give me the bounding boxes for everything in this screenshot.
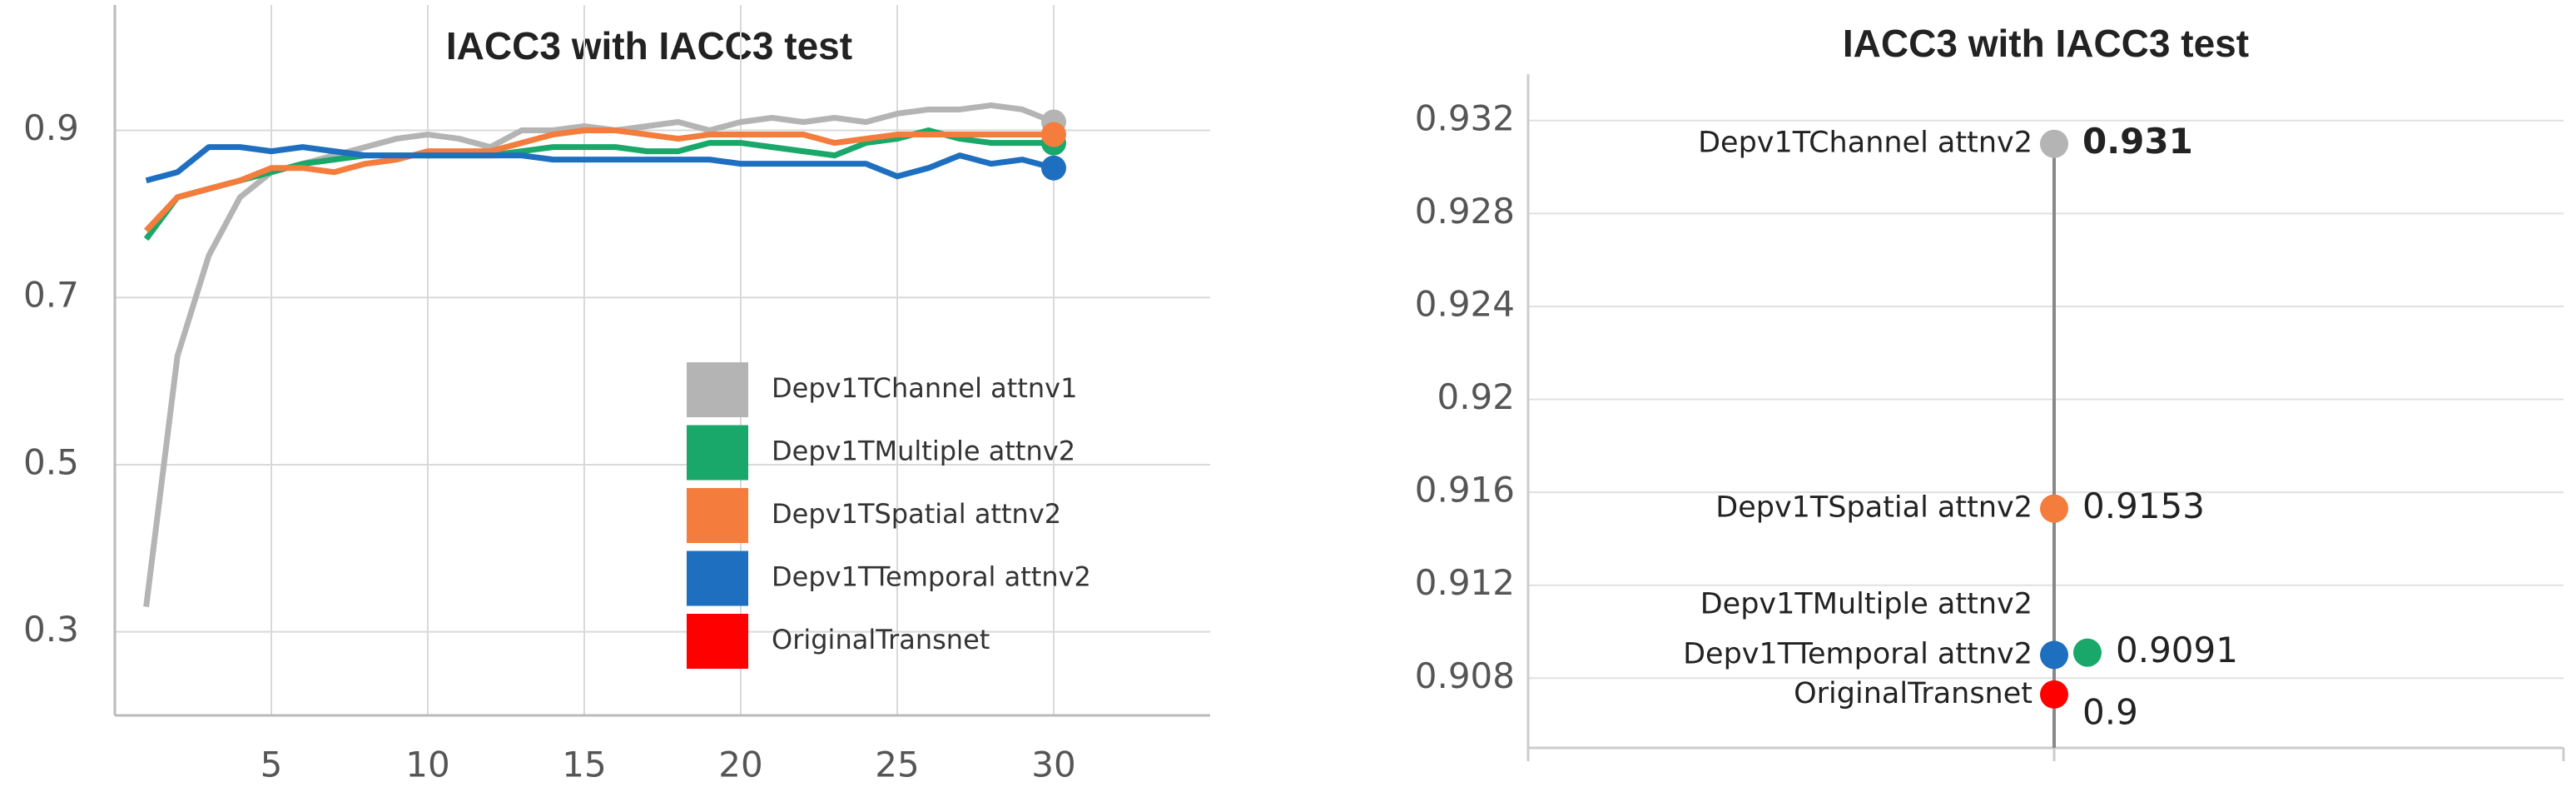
y-tick-label: 0.908 (1415, 655, 1515, 696)
series-line (143, 102, 1055, 607)
legend-label: Depv1TMultiple attnv2 (772, 436, 1075, 467)
x-tick-label: 20 (718, 745, 762, 785)
legend-swatch (687, 362, 748, 417)
series-line (143, 127, 1054, 242)
dot-chart: IACC3 with IACC3 test 0.908 0.912 0.916 0.92… (1415, 22, 2565, 761)
value-label: 0.9 (2082, 691, 2138, 732)
y-tick-label: 0.916 (1415, 470, 1515, 511)
legend-swatch (687, 614, 748, 669)
value-label: 0.9153 (2082, 486, 2205, 526)
legend-swatch (687, 488, 748, 543)
y-tick-label: 0.932 (1415, 97, 1515, 138)
x-tick-label: 5 (261, 745, 283, 785)
legend-label: Depv1TChannel attnv1 (772, 372, 1077, 404)
y-tick-label: 0.912 (1415, 562, 1515, 603)
chart-title: IACC3 with IACC3 test (1843, 22, 2249, 65)
dot (2040, 129, 2068, 158)
value-label: 0.931 (2082, 121, 2193, 162)
legend-swatch (687, 425, 748, 481)
y-tick-label: 0.3 (23, 609, 79, 650)
x-tick-label: 25 (875, 745, 919, 785)
legend-label: Depv1TSpatial attnv2 (772, 498, 1061, 530)
point-label: Depv1TTemporal attnv2 (1683, 637, 2033, 670)
dot (2073, 638, 2102, 667)
y-tick-label: 0.5 (23, 441, 79, 482)
y-tick-label: 0.924 (1415, 283, 1515, 324)
dot (2040, 640, 2068, 670)
x-tick-label: 15 (562, 745, 606, 785)
point-label: OriginalTransnet (1794, 677, 2033, 710)
point-label: Depv1TChannel attnv2 (1698, 127, 2033, 160)
y-tick-label: 0.928 (1415, 191, 1515, 232)
end-marker (1041, 155, 1066, 181)
x-tick-label: 10 (405, 745, 449, 785)
end-marker (1041, 122, 1066, 147)
dot (2040, 680, 2068, 709)
series-line (144, 127, 1054, 233)
point-label: Depv1TMultiple attnv2 (1700, 588, 2033, 621)
chart-title: IACC3 with IACC3 test (446, 24, 852, 67)
y-tick-label: 0.7 (23, 275, 79, 316)
y-tick-label: 0.92 (1437, 376, 1515, 417)
line-chart: IACC3 with IACC3 test 0.3 0.5 0.7 0.9 5 10 15 20… (23, 5, 1210, 785)
series-line (145, 144, 1055, 184)
dot (2040, 494, 2068, 523)
legend-label: Depv1TTemporal attnv2 (772, 561, 1091, 593)
y-tick-label: 0.9 (23, 107, 79, 148)
legend-swatch (687, 550, 748, 606)
point-label: Depv1TSpatial attnv2 (1715, 491, 2033, 525)
legend-label: OriginalTransnet (772, 624, 990, 655)
value-label: 0.9091 (2116, 630, 2238, 670)
x-tick-label: 30 (1031, 745, 1075, 785)
